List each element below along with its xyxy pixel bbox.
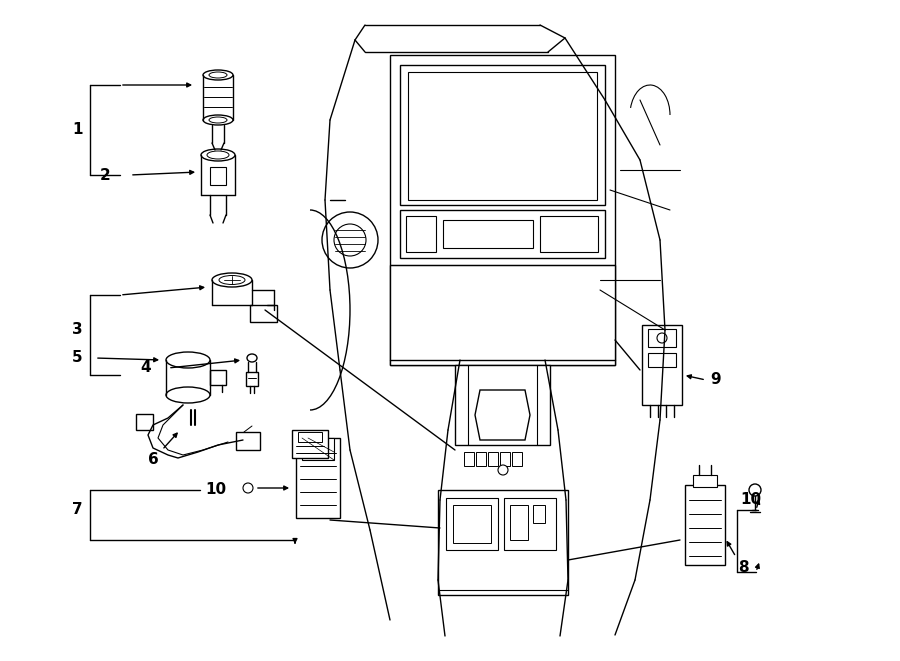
- Circle shape: [334, 224, 366, 256]
- Circle shape: [243, 483, 253, 493]
- Ellipse shape: [203, 115, 233, 125]
- Circle shape: [395, 270, 439, 314]
- Bar: [298, 432, 322, 442]
- Bar: [210, 167, 226, 185]
- Bar: [236, 432, 260, 450]
- Ellipse shape: [166, 387, 210, 403]
- Bar: [512, 452, 522, 466]
- Ellipse shape: [247, 354, 257, 362]
- Ellipse shape: [209, 117, 227, 123]
- Circle shape: [405, 280, 429, 304]
- Bar: [648, 329, 676, 347]
- Text: 8: 8: [738, 561, 749, 576]
- Bar: [642, 325, 682, 405]
- Bar: [533, 505, 545, 523]
- Bar: [296, 438, 340, 518]
- Bar: [302, 438, 334, 460]
- Ellipse shape: [212, 273, 252, 287]
- Bar: [390, 55, 615, 365]
- Bar: [488, 452, 498, 466]
- Polygon shape: [475, 390, 530, 440]
- Bar: [455, 365, 550, 445]
- Bar: [446, 498, 498, 550]
- Bar: [400, 65, 605, 205]
- Text: 5: 5: [72, 350, 83, 366]
- Text: 3: 3: [72, 323, 83, 338]
- Text: 6: 6: [148, 453, 158, 467]
- Bar: [464, 452, 474, 466]
- Ellipse shape: [209, 72, 227, 78]
- Bar: [510, 505, 528, 540]
- Bar: [685, 485, 725, 565]
- Bar: [406, 216, 436, 252]
- Circle shape: [545, 280, 569, 304]
- Ellipse shape: [219, 276, 245, 284]
- Bar: [400, 210, 605, 258]
- Bar: [500, 452, 510, 466]
- Bar: [246, 372, 258, 386]
- Bar: [504, 498, 556, 550]
- Ellipse shape: [203, 70, 233, 80]
- Circle shape: [465, 270, 509, 314]
- Circle shape: [322, 212, 378, 268]
- Bar: [438, 490, 568, 595]
- Ellipse shape: [207, 151, 229, 159]
- Polygon shape: [210, 370, 226, 385]
- Ellipse shape: [201, 149, 235, 161]
- Bar: [443, 220, 533, 248]
- Bar: [408, 72, 597, 200]
- Text: 4: 4: [140, 360, 150, 375]
- Text: 2: 2: [100, 167, 111, 182]
- Ellipse shape: [166, 352, 210, 368]
- Bar: [540, 216, 598, 252]
- Text: 9: 9: [710, 373, 721, 387]
- Circle shape: [498, 465, 508, 475]
- Text: 1: 1: [72, 122, 83, 137]
- Circle shape: [535, 270, 579, 314]
- Bar: [693, 475, 717, 487]
- Bar: [453, 505, 491, 543]
- Bar: [648, 353, 676, 367]
- Text: 7: 7: [72, 502, 83, 518]
- Circle shape: [749, 484, 761, 496]
- Bar: [476, 452, 486, 466]
- Circle shape: [475, 280, 499, 304]
- Text: 10: 10: [205, 483, 226, 498]
- Circle shape: [657, 333, 667, 343]
- Text: 10: 10: [740, 492, 761, 508]
- Polygon shape: [250, 305, 277, 322]
- Bar: [390, 265, 615, 365]
- Polygon shape: [136, 414, 153, 430]
- Bar: [292, 430, 328, 458]
